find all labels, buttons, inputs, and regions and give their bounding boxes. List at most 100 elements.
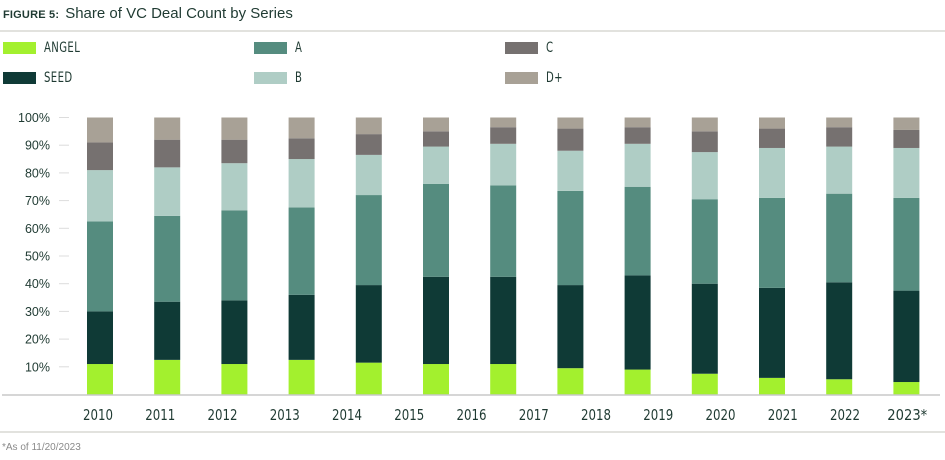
bar-segment-d-plus bbox=[154, 117, 181, 140]
bar-segment-angel bbox=[423, 364, 449, 395]
bar-segment-d-plus bbox=[826, 117, 853, 128]
bar-segment-seed bbox=[288, 294, 315, 360]
bar-segment-a bbox=[893, 197, 920, 291]
bar-segment-a bbox=[691, 199, 718, 284]
x-tick-label: 2015 bbox=[394, 406, 424, 424]
legend-label: D+ bbox=[546, 70, 564, 86]
bar-segment-angel bbox=[557, 368, 584, 395]
bar-segment-b bbox=[624, 143, 651, 187]
bar-segment-angel bbox=[154, 359, 181, 395]
bar-segment-b bbox=[87, 170, 113, 222]
bar-segment-c bbox=[221, 139, 248, 164]
bar-segment-c bbox=[826, 127, 853, 147]
bar-segment-seed bbox=[624, 275, 651, 370]
y-tick-label: 70% bbox=[25, 194, 50, 208]
title-divider bbox=[0, 30, 945, 32]
legend-item-a: A bbox=[254, 40, 304, 56]
footer-divider bbox=[0, 431, 945, 433]
bar-segment-seed bbox=[355, 285, 382, 363]
bar-segment-angel bbox=[87, 364, 113, 395]
bar-segment-d-plus bbox=[624, 117, 651, 128]
bar-segment-a bbox=[759, 197, 785, 288]
y-tick-label: 30% bbox=[25, 305, 50, 319]
bar-segment-c bbox=[759, 128, 785, 148]
bar-segment-b bbox=[893, 147, 920, 198]
x-tick-label: 2018 bbox=[581, 406, 611, 424]
footnote: *As of 11/20/2023 bbox=[2, 442, 81, 453]
y-tick-label: 40% bbox=[25, 277, 50, 291]
bar-segment-angel bbox=[221, 364, 248, 395]
bar-segment-c bbox=[624, 127, 651, 144]
legend-label: C bbox=[546, 40, 554, 56]
bar-segment-b bbox=[490, 143, 517, 186]
x-tick-label: 2016 bbox=[457, 406, 487, 424]
bar-segment-b bbox=[423, 146, 449, 184]
bar-segment-d-plus bbox=[423, 117, 449, 132]
bar-segment-c bbox=[557, 128, 584, 151]
bar-segment-b bbox=[288, 159, 315, 208]
bar-segment-b bbox=[759, 147, 785, 198]
legend-swatch bbox=[3, 72, 36, 84]
x-tick-label: 2014 bbox=[332, 406, 362, 424]
legend-swatch bbox=[3, 42, 36, 54]
bar-segment-seed bbox=[154, 301, 181, 360]
bar-segment-seed bbox=[490, 276, 517, 365]
figure-title: Share of VC Deal Count by Series bbox=[65, 5, 293, 22]
legend-item-d-plus: D+ bbox=[505, 70, 567, 86]
bar-segment-a bbox=[826, 193, 853, 283]
x-tick-label: 2011 bbox=[145, 406, 175, 424]
bar-segment-b bbox=[154, 167, 181, 216]
bar-segment-d-plus bbox=[557, 117, 584, 129]
bar-segment-b bbox=[221, 163, 248, 211]
legend-label: A bbox=[295, 40, 303, 56]
bar-segment-seed bbox=[691, 283, 718, 374]
bar-segment-a bbox=[221, 210, 248, 301]
y-tick-label: 10% bbox=[25, 360, 50, 374]
x-tick-label: 2013 bbox=[270, 406, 300, 424]
bar-segment-a bbox=[490, 185, 517, 277]
bar-segment-angel bbox=[288, 359, 315, 395]
bar-segment-a bbox=[423, 183, 449, 277]
y-tick-label: 50% bbox=[25, 250, 50, 264]
legend-swatch bbox=[254, 42, 287, 54]
y-tick-label: 20% bbox=[25, 333, 50, 347]
bar-segment-c bbox=[893, 129, 920, 148]
bar-segment-angel bbox=[355, 362, 382, 395]
legend-swatch bbox=[505, 42, 538, 54]
legend-label: ANGEL bbox=[44, 40, 81, 56]
x-tick-label: 2010 bbox=[83, 406, 113, 424]
bar-segment-d-plus bbox=[288, 117, 315, 139]
bar-segment-d-plus bbox=[355, 117, 382, 135]
bar-segment-seed bbox=[826, 282, 853, 380]
bar-segment-seed bbox=[557, 285, 584, 369]
bar-segment-d-plus bbox=[759, 117, 785, 129]
x-tick-label: 2021 bbox=[768, 406, 798, 424]
x-tick-label: 2017 bbox=[519, 406, 549, 424]
bar-segment-angel bbox=[624, 369, 651, 395]
bar-segment-b bbox=[355, 154, 382, 196]
bar-segment-angel bbox=[759, 377, 785, 395]
bar-segment-angel bbox=[826, 379, 853, 395]
bar-segment-c bbox=[423, 131, 449, 147]
bar-segment-b bbox=[691, 152, 718, 200]
bar-segment-a bbox=[87, 221, 113, 312]
y-tick-label: 100% bbox=[18, 111, 50, 125]
stacked-bar-chart: 10% 20% 30% 40% 50% 60% 70% 80% 90% 100% 2010 2011 2… bbox=[2, 111, 940, 424]
y-tick-label: 60% bbox=[25, 222, 50, 236]
bar-segment-c bbox=[490, 127, 517, 144]
bar-segment-d-plus bbox=[87, 117, 113, 143]
bar-segment-b bbox=[826, 146, 853, 194]
bar-segment-a bbox=[624, 186, 651, 276]
bar-segment-c bbox=[288, 138, 315, 160]
y-tick-label: 80% bbox=[25, 166, 50, 180]
legend-item-angel: ANGEL bbox=[3, 40, 89, 56]
figure-label: FIGURE 5: bbox=[3, 9, 60, 21]
legend-swatch bbox=[254, 72, 287, 84]
x-tick-label: 2022 bbox=[830, 406, 860, 424]
bar-segment-d-plus bbox=[490, 117, 517, 128]
chart-title: FIGURE 5: Share of VC Deal Count by Serie… bbox=[3, 5, 293, 22]
bar-segment-d-plus bbox=[691, 117, 718, 132]
bar-segment-c bbox=[87, 142, 113, 171]
bar-segment-seed bbox=[759, 287, 785, 378]
bar-segment-c bbox=[154, 139, 181, 168]
